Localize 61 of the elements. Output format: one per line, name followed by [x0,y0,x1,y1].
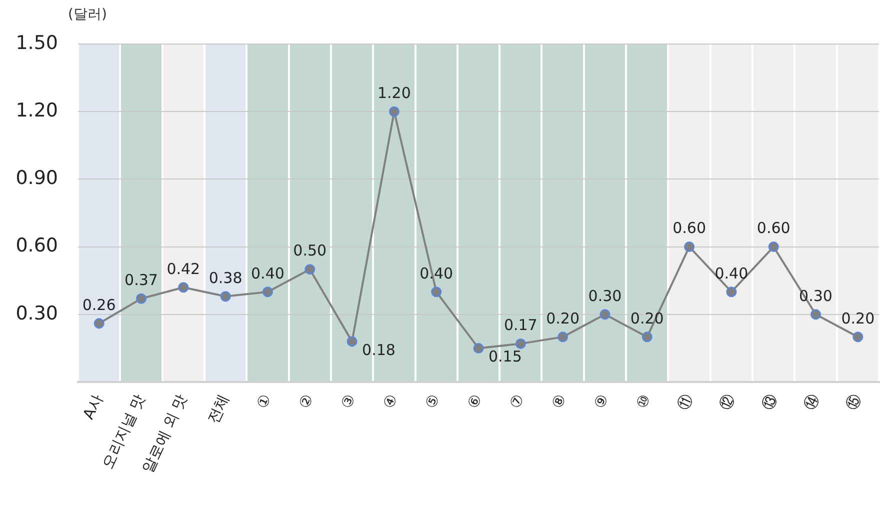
data-label: 0.38 [208,268,242,287]
data-label: 0.20 [630,309,664,328]
data-label: 0.40 [420,264,454,282]
x-tick-label: ⑥ [464,392,486,412]
data-label: 0.20 [546,309,580,328]
y-tick-label: 1.50 [16,32,58,54]
x-tick-label: A사 [79,392,106,422]
point [431,286,442,298]
x-tick-label: 전체 [204,392,233,426]
data-label: 0.60 [756,219,790,238]
point [558,332,568,342]
point [136,293,146,304]
data-label: 0.18 [362,340,396,359]
data-label: 1.20 [377,84,411,102]
point [515,338,526,349]
point [388,106,400,117]
x-tick-label: ③ [337,392,360,412]
point [346,336,358,347]
data-label: 0.15 [488,348,522,366]
x-tick-label: ⑮ [842,392,866,413]
data-label: 0.17 [504,316,538,334]
y-tick-label: 1.20 [16,100,58,122]
point [220,291,231,302]
data-label: 0.20 [841,309,875,328]
point [726,286,737,298]
point [810,309,822,320]
x-tick-label: ⑪ [674,392,696,413]
x-tick-label: ⑧ [548,392,570,412]
x-tick-label: ⑦ [506,392,528,412]
point [684,242,695,252]
x-tick-label: ⑭ [800,392,823,413]
y-tick-label: 0.90 [16,167,58,190]
x-tick-label: ④ [379,392,402,412]
point [768,242,779,252]
point [600,309,610,320]
y-tick-label: 0.60 [16,234,58,257]
data-label: 0.26 [82,296,116,314]
x-tick-label: ② [295,392,318,412]
x-tick-label: ① [252,392,275,412]
y-tick-label: 0.30 [16,302,58,324]
data-label: 0.42 [166,260,200,278]
point [473,342,484,354]
x-tick-label: ⑨ [590,392,612,412]
point [178,282,189,293]
point [94,318,104,329]
data-label: 0.60 [672,219,706,238]
y-axis-title: (달러) [68,6,107,23]
data-label: 0.40 [714,264,748,282]
data-label: 0.50 [293,242,327,260]
x-tick-label: ⑤ [421,392,444,412]
point [642,332,652,342]
point [852,332,864,342]
data-label: 0.30 [799,286,832,305]
point [262,286,273,298]
data-label: 0.30 [588,286,622,305]
x-tick-label: ⑬ [758,392,781,413]
data-label: 0.40 [251,264,284,282]
x-tick-label: ⑩ [632,392,654,412]
x-tick-label: ⑫ [716,392,739,413]
data-label: 0.37 [124,271,158,290]
point [304,264,316,275]
